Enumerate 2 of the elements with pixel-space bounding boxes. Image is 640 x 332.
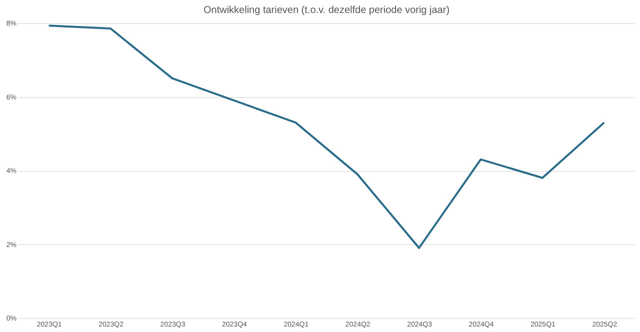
line-series xyxy=(48,24,606,249)
chart-title: Ontwikkeling tarieven (t.o.v. dezelfde periode vorig jaar) xyxy=(203,5,450,16)
